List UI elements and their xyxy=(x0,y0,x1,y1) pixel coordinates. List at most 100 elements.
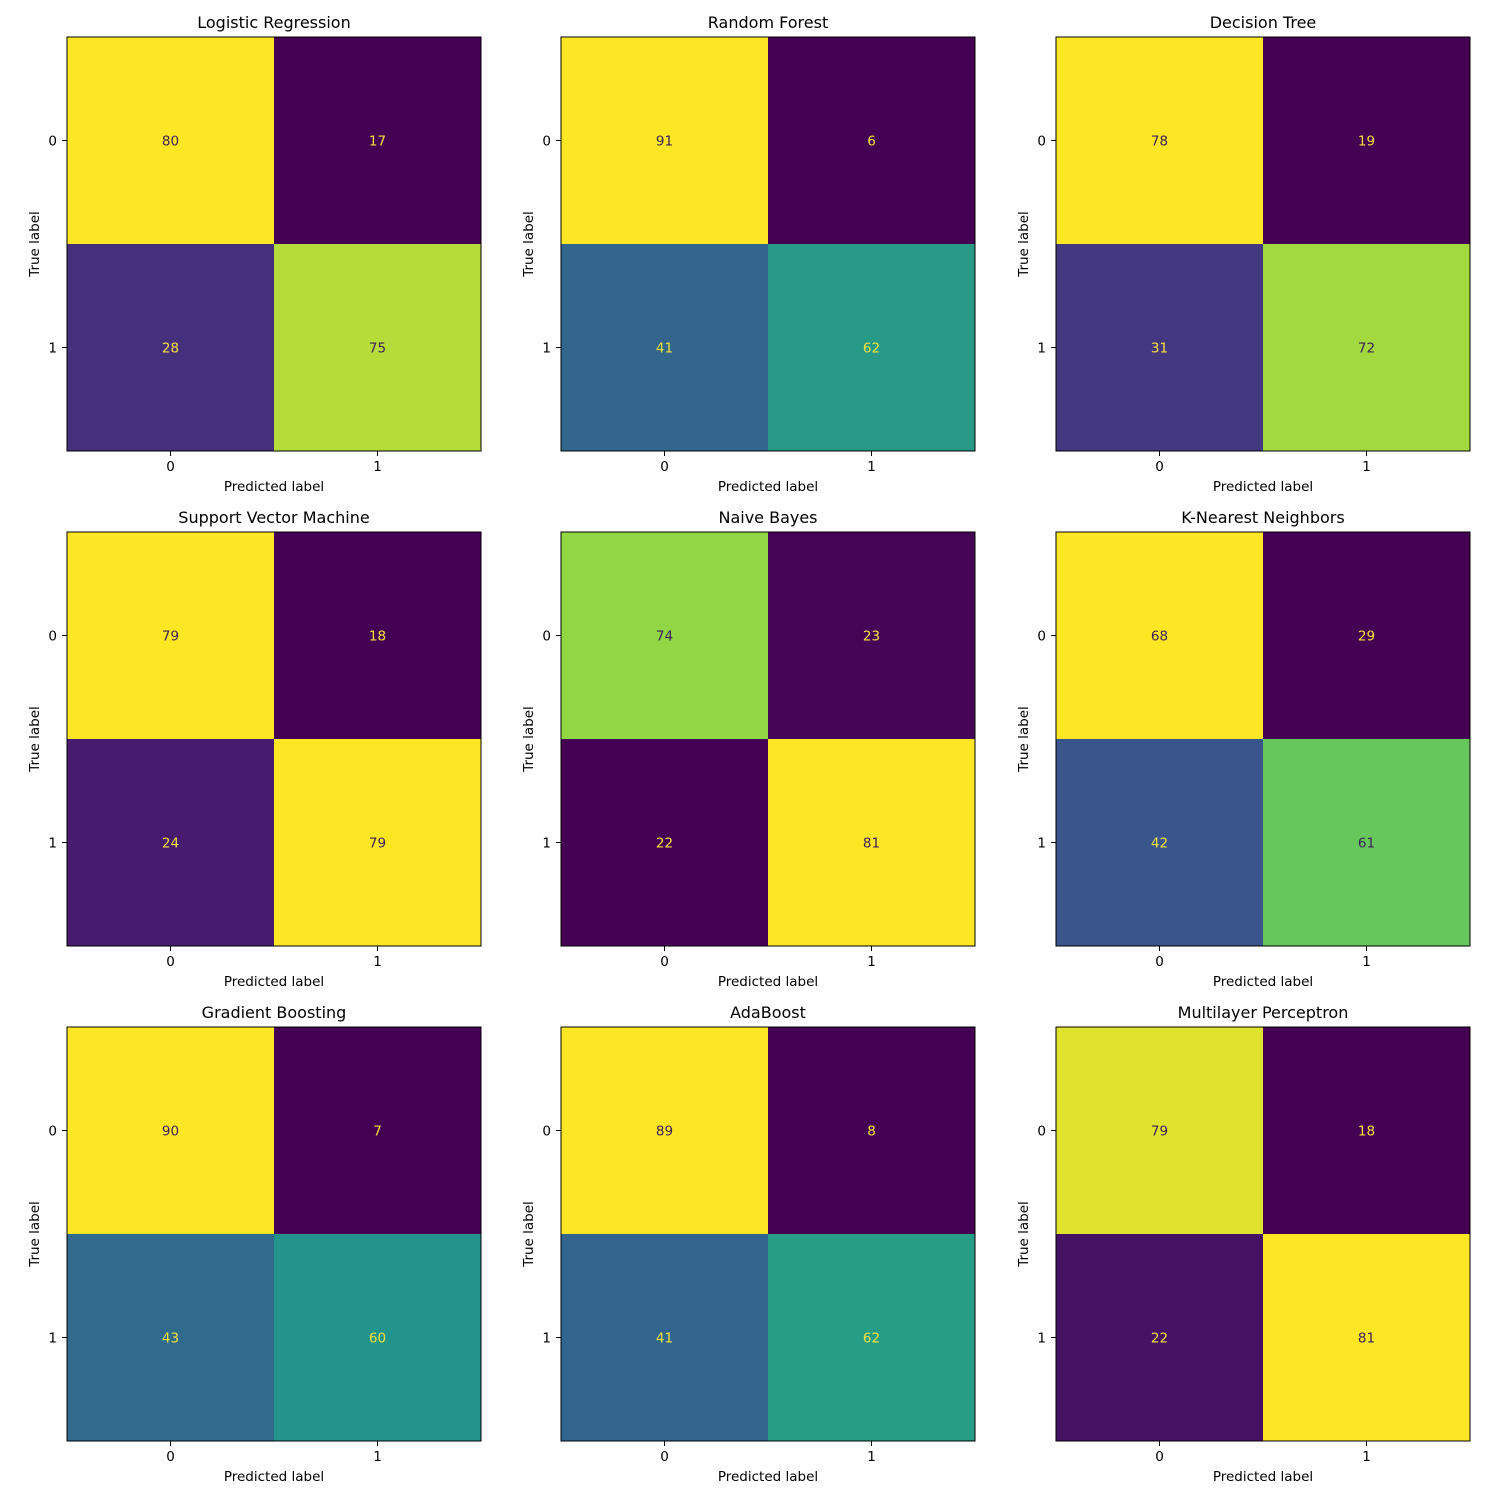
confusion-matrix-panel: 78 19 31 72 Decision Tree 0 1 0 1 Predicted label… xyxy=(1016,13,1471,495)
panel-title: Support Vector Machine xyxy=(178,508,369,527)
y-axis-label: True label xyxy=(1016,211,1032,278)
y-tick-label: 0 xyxy=(1037,629,1046,645)
cell-value-label: 74 xyxy=(656,629,673,645)
cell-value-label: 28 xyxy=(162,341,179,357)
x-axis-label: Predicted label xyxy=(718,974,818,990)
y-tick-label: 0 xyxy=(542,134,551,150)
x-axis-label: Predicted label xyxy=(718,479,818,495)
matrix-cell xyxy=(768,532,975,739)
cell-value-label: 19 xyxy=(1358,134,1375,150)
y-tick-label: 1 xyxy=(1037,341,1046,357)
x-tick-label: 1 xyxy=(867,954,876,970)
cell-value-label: 72 xyxy=(1358,341,1375,357)
cell-value-label: 8 xyxy=(867,1124,876,1140)
x-axis-label: Predicted label xyxy=(224,479,324,495)
matrix-cell xyxy=(561,37,768,244)
plot-frame xyxy=(1055,36,1471,452)
matrix-cell xyxy=(274,532,481,739)
matrix-cell xyxy=(1263,532,1470,739)
x-tick-label: 0 xyxy=(1155,1449,1164,1465)
cell-value-label: 61 xyxy=(1358,836,1375,852)
x-tick-label: 1 xyxy=(1362,459,1371,475)
x-tick-label: 1 xyxy=(373,1449,382,1465)
y-tick-label: 1 xyxy=(1037,1331,1046,1347)
cell-value-label: 23 xyxy=(863,629,880,645)
cell-value-label: 62 xyxy=(863,341,880,357)
matrix-cell xyxy=(1056,739,1263,946)
x-axis-label: Predicted label xyxy=(224,1469,324,1485)
plot-frame xyxy=(66,1026,482,1442)
cell-value-label: 41 xyxy=(656,1331,673,1347)
cell-value-label: 43 xyxy=(162,1331,179,1347)
x-tick-label: 1 xyxy=(1362,1449,1371,1465)
panel-title: Logistic Regression xyxy=(197,13,350,32)
x-tick-label: 0 xyxy=(166,459,175,475)
panel-title: AdaBoost xyxy=(730,1003,806,1022)
x-axis-label: Predicted label xyxy=(1213,974,1313,990)
cell-value-label: 24 xyxy=(162,836,179,852)
cell-value-label: 79 xyxy=(162,629,179,645)
panel-title: Random Forest xyxy=(708,13,828,32)
confusion-matrix-panel: 91 6 41 62 Random Forest 0 1 0 1 Predicted label T… xyxy=(521,13,976,495)
panel-title: K-Nearest Neighbors xyxy=(1181,508,1344,527)
x-tick-label: 0 xyxy=(166,954,175,970)
matrix-cell xyxy=(1263,1234,1470,1441)
cell-value-label: 42 xyxy=(1151,836,1168,852)
matrix-cell xyxy=(561,244,768,451)
matrix-cell xyxy=(1263,37,1470,244)
cell-value-label: 80 xyxy=(162,134,179,150)
matrix-cell xyxy=(274,1027,481,1234)
y-tick-label: 0 xyxy=(542,629,551,645)
cell-value-label: 31 xyxy=(1151,341,1168,357)
cell-value-label: 18 xyxy=(369,629,386,645)
confusion-matrix-panel: 80 17 28 75 Logistic Regression 0 1 0 1 Predicted… xyxy=(27,13,482,495)
x-axis-label: Predicted label xyxy=(1213,479,1313,495)
cell-value-label: 91 xyxy=(656,134,673,150)
cell-value-label: 29 xyxy=(1358,629,1375,645)
matrix-cell xyxy=(1263,244,1470,451)
x-tick-label: 0 xyxy=(1155,459,1164,475)
x-tick-label: 1 xyxy=(373,954,382,970)
x-axis-label: Predicted label xyxy=(224,974,324,990)
plot-frame xyxy=(66,36,482,452)
confusion-matrix-panel: 79 18 24 79 Support Vector Machine 0 1 0 1 Predic… xyxy=(27,508,482,990)
y-axis-label: True label xyxy=(521,706,537,773)
y-axis-label: True label xyxy=(521,211,537,278)
y-tick-label: 1 xyxy=(48,836,57,852)
cell-value-label: 6 xyxy=(867,134,876,150)
y-axis-label: True label xyxy=(27,211,43,278)
cell-value-label: 60 xyxy=(369,1331,386,1347)
cell-value-label: 79 xyxy=(1151,1124,1168,1140)
y-tick-label: 1 xyxy=(542,1331,551,1347)
x-axis-label: Predicted label xyxy=(718,1469,818,1485)
x-tick-label: 1 xyxy=(867,459,876,475)
y-tick-label: 0 xyxy=(1037,134,1046,150)
cell-value-label: 90 xyxy=(162,1124,179,1140)
matrix-cell xyxy=(274,1234,481,1441)
y-tick-label: 1 xyxy=(1037,836,1046,852)
y-axis-label: True label xyxy=(27,706,43,773)
y-tick-label: 1 xyxy=(542,836,551,852)
cell-value-label: 22 xyxy=(656,836,673,852)
plot-frame xyxy=(560,36,976,452)
confusion-matrix-panel: 74 23 22 81 Naive Bayes 0 1 0 1 Predicted label Tr… xyxy=(521,508,976,990)
matrix-cell xyxy=(67,37,274,244)
matrix-cell xyxy=(1056,244,1263,451)
matrix-cell xyxy=(1056,1027,1263,1234)
cell-value-label: 78 xyxy=(1151,134,1168,150)
x-tick-label: 0 xyxy=(166,1449,175,1465)
y-tick-label: 0 xyxy=(542,1124,551,1140)
plot-frame xyxy=(560,1026,976,1442)
y-tick-label: 1 xyxy=(48,341,57,357)
cell-value-label: 89 xyxy=(656,1124,673,1140)
matrix-cell xyxy=(768,739,975,946)
matrix-cell xyxy=(768,244,975,451)
y-axis-label: True label xyxy=(1016,1201,1032,1268)
x-tick-label: 0 xyxy=(660,459,669,475)
plot-frame xyxy=(1055,531,1471,947)
y-axis-label: True label xyxy=(27,1201,43,1268)
x-tick-label: 1 xyxy=(1362,954,1371,970)
matrix-cell xyxy=(768,37,975,244)
matrix-cell xyxy=(561,1234,768,1441)
confusion-matrix-panel: 90 7 43 60 Gradient Boosting 0 1 0 1 Predicted la… xyxy=(27,1003,482,1485)
